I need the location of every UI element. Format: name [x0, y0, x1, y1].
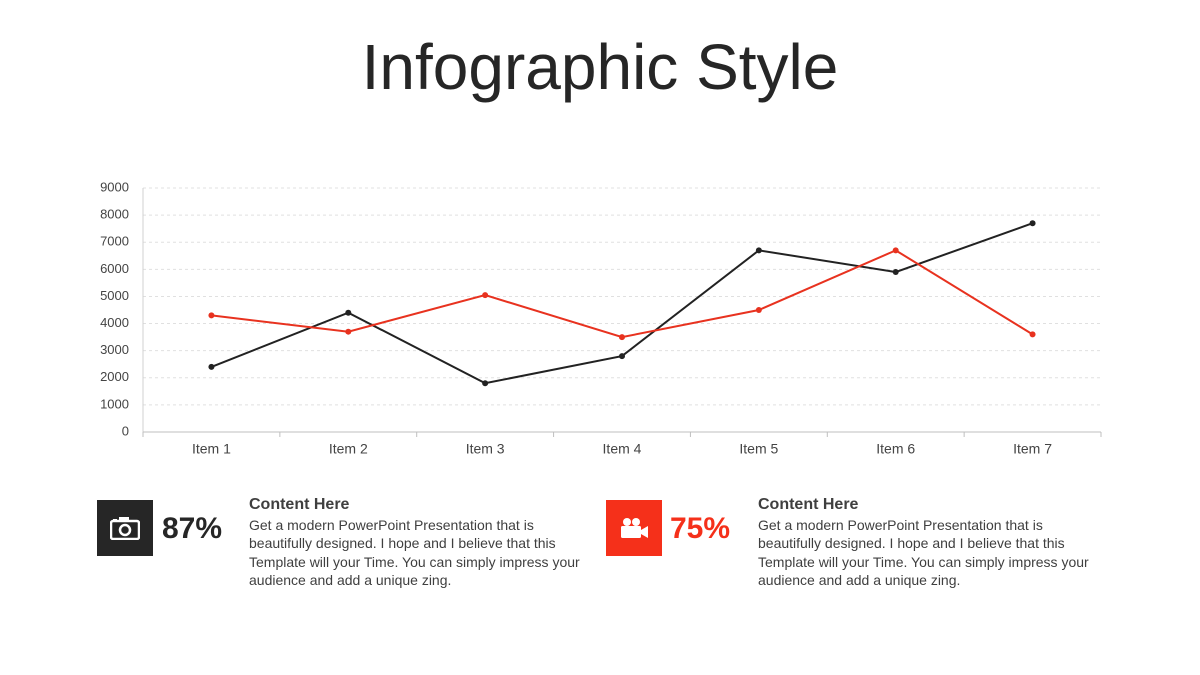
data-point	[1029, 331, 1036, 338]
body-line: Template will your Time. You can simply …	[758, 553, 1089, 570]
body-line: Get a modern PowerPoint Presentation tha…	[758, 517, 1043, 533]
body-line: audience and add a unique zing.	[249, 571, 452, 588]
x-tick-label: Item 2	[329, 441, 368, 457]
percent: 75%	[670, 512, 731, 545]
data-point	[208, 363, 215, 370]
y-tick-label: 4000	[100, 315, 129, 330]
body-line: beautifully designed. I hope and I belie…	[249, 535, 556, 552]
video-icon	[621, 518, 648, 538]
card-heading: Content Here	[758, 496, 859, 513]
card-heading: Content Here	[249, 496, 350, 513]
x-tick-label: Item 1	[192, 441, 231, 457]
card-body: Get a modern PowerPoint Presentation tha…	[249, 516, 580, 589]
data-point	[345, 328, 352, 335]
y-tick-label: 8000	[100, 207, 129, 222]
card-body: Get a modern PowerPoint Presentation tha…	[758, 516, 1089, 589]
body-line: Template will your Time. You can simply …	[249, 553, 580, 570]
percent: 87%	[162, 512, 223, 545]
slide-title: Infographic Style	[361, 31, 839, 103]
data-point	[482, 380, 489, 387]
series-line	[211, 249, 1034, 339]
data-point	[619, 353, 625, 360]
y-tick-label: 0	[122, 423, 129, 438]
y-tick-label: 7000	[100, 234, 129, 249]
data-point	[482, 292, 489, 299]
y-tick-label: 3000	[100, 342, 129, 357]
y-tick-label: 6000	[100, 261, 129, 276]
x-tick-label: Item 6	[876, 441, 915, 457]
data-point	[208, 312, 215, 319]
data-point	[755, 247, 762, 254]
data-point	[1029, 220, 1036, 227]
y-tick-label: 9000	[100, 179, 129, 194]
data-point	[892, 269, 899, 276]
camera-icon	[110, 517, 140, 540]
icon-box	[97, 500, 153, 556]
icon-box	[606, 500, 662, 556]
y-tick-label: 1000	[100, 396, 129, 411]
x-tick-label: Item 4	[603, 441, 642, 457]
x-tick-label: Item 7	[1013, 441, 1052, 457]
data-point	[892, 247, 899, 254]
chart: 0 1000 2000 3000 4000 5000 6000 7000 8000 9000 Ite…	[100, 179, 1102, 457]
body-line: beautifully designed. I hope and I belie…	[758, 535, 1065, 552]
body-line: audience and add a unique zing.	[758, 571, 961, 588]
y-tick-label: 2000	[100, 369, 129, 384]
data-point	[345, 309, 352, 316]
data-point	[619, 334, 625, 341]
y-tick-label: 5000	[100, 288, 129, 303]
body-line: Get a modern PowerPoint Presentation tha…	[249, 517, 534, 533]
x-tick-label: Item 5	[739, 441, 778, 457]
data-point	[755, 307, 762, 313]
x-tick-label: Item 3	[466, 441, 505, 457]
series-line	[211, 222, 1033, 385]
